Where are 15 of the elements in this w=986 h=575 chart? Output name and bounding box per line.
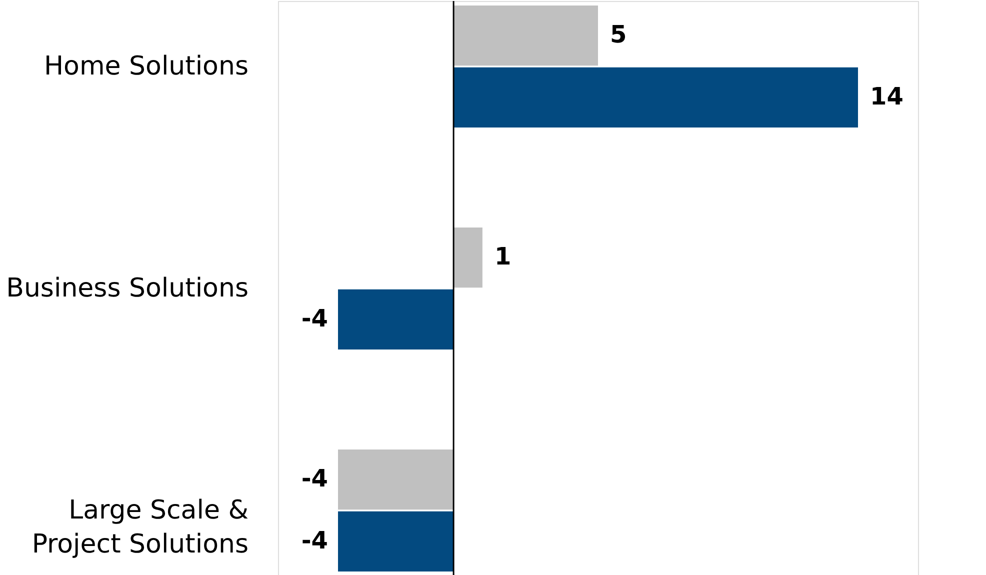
- data-label: 1: [494, 242, 512, 271]
- bar: [338, 511, 454, 572]
- bar: [454, 5, 598, 66]
- bar: [338, 449, 454, 510]
- data-label: -4: [301, 526, 328, 554]
- data-label: -4: [301, 464, 328, 493]
- y-tick-label: Large Scale & Project Solutions: [32, 496, 248, 560]
- y-tick-label: Business Solutions: [6, 274, 248, 304]
- data-label: -4: [301, 304, 328, 332]
- bar: [454, 227, 482, 288]
- bar: [454, 67, 858, 128]
- data-label: 14: [870, 82, 904, 110]
- data-label: 5: [610, 20, 627, 48]
- bar: [338, 289, 454, 350]
- y-tick-label: Home Solutions: [44, 51, 248, 82]
